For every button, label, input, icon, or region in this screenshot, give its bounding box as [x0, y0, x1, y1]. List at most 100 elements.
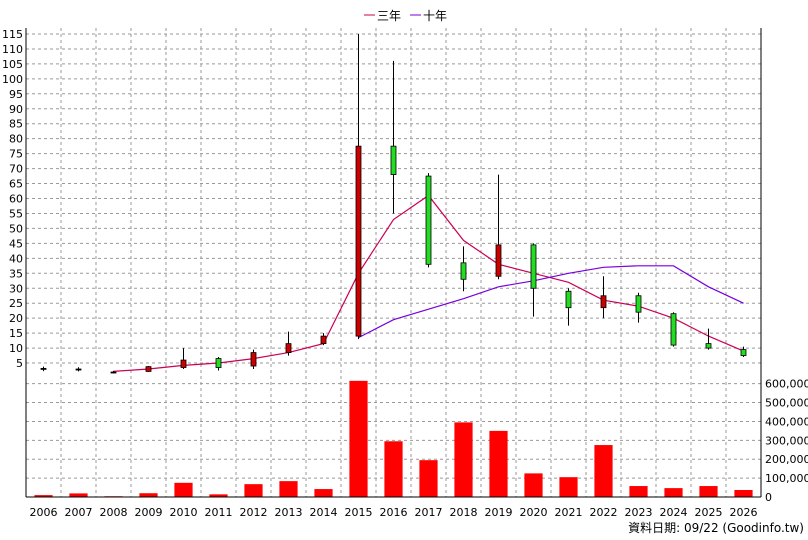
legend-label-三年: 三年: [377, 9, 401, 23]
candle-body: [215, 358, 222, 368]
candle: [565, 288, 572, 326]
candle-body: [110, 371, 117, 374]
volume-tick-label: 100,000: [765, 472, 808, 485]
candle: [670, 312, 677, 347]
x-tick-label: 2013: [275, 506, 303, 519]
candle: [740, 346, 747, 358]
footnote: 資料日期: 09/22 (Goodinfo.tw): [628, 521, 804, 535]
candle: [320, 333, 327, 346]
candle: [75, 367, 82, 372]
candle: [40, 366, 47, 372]
volume-bar: [524, 473, 543, 497]
volume-bar: [699, 486, 718, 497]
volume-tick-label: 300,000: [765, 434, 808, 447]
candle: [285, 331, 292, 356]
candle-body: [530, 244, 537, 289]
candle-body: [75, 368, 82, 371]
price-tick-label: 110: [2, 43, 23, 56]
price-tick-label: 40: [9, 252, 23, 265]
candle: [110, 370, 117, 374]
volume-tick-label: 0: [765, 491, 772, 504]
candle: [390, 60, 397, 214]
ma-line-十年: [358, 265, 744, 339]
price-tick-label: 90: [9, 103, 23, 116]
price-tick-label: 115: [2, 28, 23, 41]
price-tick-label: 20: [9, 312, 23, 325]
x-tick-label: 2026: [730, 506, 758, 519]
price-tick-label: 100: [2, 73, 23, 86]
candle: [145, 366, 152, 373]
x-tick-label: 2025: [695, 506, 723, 519]
volume-bar: [559, 477, 578, 497]
candle: [460, 246, 467, 292]
candle-body: [635, 295, 642, 313]
price-tick-label: 5: [16, 357, 23, 370]
price-tick-label: 25: [9, 297, 23, 310]
price-tick-label: 70: [9, 163, 23, 176]
candle-body: [145, 366, 152, 372]
candle-body: [460, 262, 467, 280]
x-axis-ticks: 2006 2007 2008 2009 2010 2011 2012 2013 2014 2015…: [30, 506, 758, 519]
volume-bar: [279, 481, 298, 497]
candle: [250, 349, 257, 370]
candle: [180, 348, 187, 370]
volume-tick-label: 200,000: [765, 453, 808, 466]
candle-body: [180, 359, 187, 368]
legend: 三年 十年: [364, 9, 447, 23]
x-tick-label: 2018: [450, 506, 478, 519]
price-tick-label: 30: [9, 282, 23, 295]
candle-body: [565, 290, 572, 309]
price-tick-label: 45: [9, 237, 23, 250]
candle: [425, 173, 432, 268]
volume-bar: [664, 488, 683, 497]
candle-body: [600, 295, 607, 309]
price-tick-label: 105: [2, 58, 23, 71]
candle-body: [390, 145, 397, 175]
price-tick-label: 75: [9, 148, 23, 161]
candle: [355, 33, 362, 340]
candle: [530, 243, 537, 317]
volume-bar: [209, 494, 228, 497]
price-tick-label: 60: [9, 193, 23, 206]
volume-tick-label: 600,000: [765, 378, 808, 391]
x-grid: [60, 28, 727, 497]
price-tick-label: 35: [9, 267, 23, 280]
x-tick-label: 2015: [345, 506, 373, 519]
price-tick-label: 85: [9, 118, 23, 131]
price-tick-label: 55: [9, 207, 23, 220]
candle-body: [495, 244, 502, 277]
candle-body: [705, 343, 712, 349]
price-tick-label: 50: [9, 222, 23, 235]
volume-bar: [629, 486, 648, 497]
price-tick-label: 95: [9, 88, 23, 101]
volume-bars: [34, 380, 753, 497]
price-tick-label: 80: [9, 133, 23, 146]
volume-bar: [34, 495, 53, 497]
x-tick-label: 2021: [555, 506, 583, 519]
candle-body: [40, 368, 47, 370]
x-tick-label: 2008: [100, 506, 128, 519]
x-tick-label: 2023: [625, 506, 653, 519]
volume-bar: [174, 482, 193, 497]
price-tick-label: 10: [9, 342, 23, 355]
volume-bar: [734, 490, 753, 497]
candles: [40, 33, 747, 374]
candle-body: [320, 335, 327, 344]
candle: [705, 328, 712, 350]
candle-body: [425, 175, 432, 265]
volume-tick-label: 400,000: [765, 415, 808, 428]
candle-body: [740, 349, 747, 356]
legend-label-十年: 十年: [423, 9, 447, 23]
volume-axis-ticks: 0 100,000 200,000 300,000 400,000 500,000 600,…: [765, 378, 808, 504]
x-tick-label: 2006: [30, 506, 58, 519]
volume-bar: [454, 422, 473, 497]
x-tick-label: 2017: [415, 506, 443, 519]
axes: [25, 28, 762, 498]
x-tick-label: 2009: [135, 506, 163, 519]
volume-bar: [349, 380, 368, 497]
x-tick-label: 2007: [65, 506, 93, 519]
volume-bar: [384, 441, 403, 497]
candle: [495, 174, 502, 280]
